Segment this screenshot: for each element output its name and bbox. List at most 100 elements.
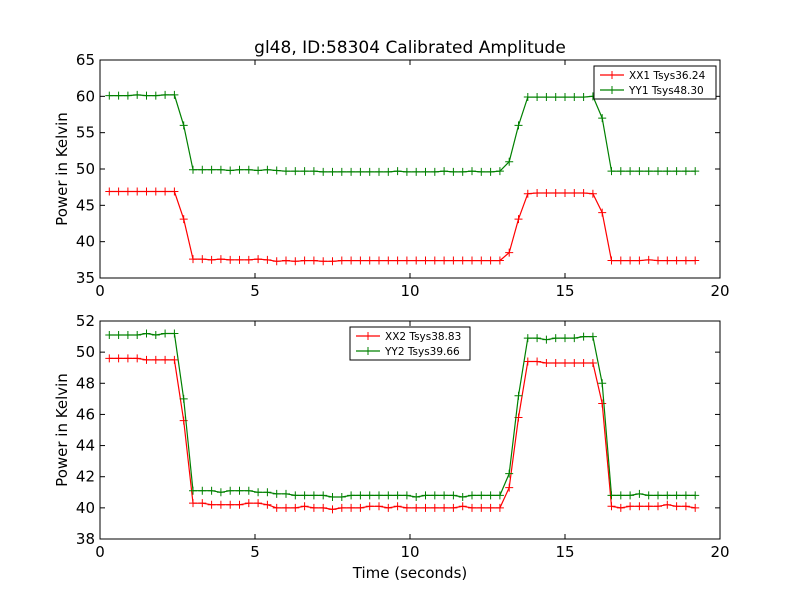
data-point [495,167,504,176]
data-point [672,167,681,176]
data-point [254,488,263,497]
data-point [616,491,625,500]
data-point [319,491,328,500]
data-point [123,91,132,100]
data-point [375,502,383,511]
data-point [356,491,365,500]
data-point [189,499,197,508]
data-point [347,256,356,265]
data-point [523,189,532,198]
data-point [337,256,346,265]
data-point [291,503,300,512]
y-tick-label: 50 [76,160,95,178]
data-point [114,331,123,340]
data-point [235,255,244,264]
data-point [402,256,411,265]
data-point [105,354,114,363]
data-point [375,167,383,176]
legend-marker [364,332,372,340]
data-point [533,188,542,197]
legend-marker [364,347,372,355]
data-point [449,167,458,176]
data-point [142,91,151,100]
data-point [495,503,504,512]
y-tick-label: 65 [76,51,95,69]
data-point [421,503,430,512]
data-point [607,256,616,265]
top-panel: 0 5 10 15 20 35 40 45 50 55 60 65 Power in Kelvin XX1… [53,51,730,300]
data-point [142,187,151,196]
data-point [458,167,467,176]
data-point [672,491,681,500]
chart-title: gl48, ID:58304 Calibrated Amplitude [254,38,566,58]
data-point [347,491,356,500]
data-point [579,359,588,368]
data-point [551,334,560,343]
data-point [263,488,272,497]
data-point [216,500,225,509]
data-point [607,167,616,176]
y-tick-label: 60 [76,87,95,105]
legend-entry: YY2 Tsys39.66 [384,346,460,358]
data-point [644,502,653,511]
data-point [179,121,188,130]
series-line-0 [109,357,696,511]
data-point [570,359,579,368]
data-point [161,355,170,364]
data-point [272,489,281,498]
y-tick-label: 35 [76,269,95,287]
data-point [244,486,253,495]
y-tick-label: 48 [76,374,95,392]
data-point [151,355,160,364]
x-tick-label: 15 [555,282,574,300]
data-point [309,167,318,176]
data-point [402,503,411,512]
data-point [105,187,114,196]
data-point [440,503,449,512]
x-tick-label: 20 [710,282,729,300]
data-point [244,255,253,264]
x-tick-label: 5 [250,282,260,300]
data-point [347,167,356,176]
data-point [328,492,337,501]
data-point [430,491,439,500]
data-point [588,332,597,341]
data-point [347,503,356,512]
data-point [375,491,383,500]
data-point [681,256,690,265]
data-point [300,256,309,265]
data-point [235,500,244,509]
data-point [477,167,486,176]
y-tick-label: 45 [76,196,95,214]
data-point [421,167,430,176]
data-point [458,492,467,501]
data-point [514,121,523,130]
data-point [654,167,662,176]
data-point [151,331,160,340]
data-point [412,256,421,265]
data-point [179,215,188,224]
data-point [542,188,551,197]
data-point [189,255,197,264]
data-point [263,255,272,264]
data-point [365,502,374,511]
data-point [663,491,672,500]
data-point [402,491,411,500]
data-point [170,329,179,338]
data-point [375,256,383,265]
data-point [142,355,151,364]
data-point [282,503,290,512]
data-point [254,166,263,175]
data-point [486,491,495,500]
data-point [235,165,244,174]
data-point [207,255,216,264]
data-point [300,491,309,500]
data-point [570,334,579,343]
data-point [533,93,542,102]
data-point [114,91,123,100]
data-point [579,93,588,102]
data-point [607,491,616,500]
y-tick-label: 38 [76,530,95,548]
x-tick-label: 0 [95,543,105,561]
data-point [263,500,272,509]
